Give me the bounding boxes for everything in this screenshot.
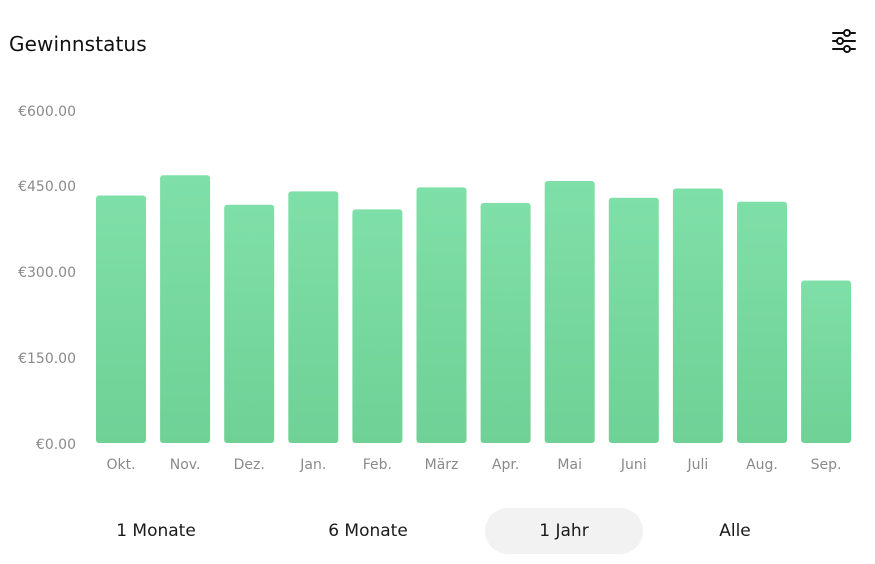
bars [96, 175, 852, 444]
bar-aug[interactable] [737, 201, 787, 443]
x-tick-label: Feb. [363, 457, 392, 473]
x-tick-label: Dez. [234, 457, 265, 473]
filter-button[interactable] [826, 24, 862, 58]
x-tick-label: Juni [620, 457, 647, 473]
range-option-alle[interactable]: Alle [656, 508, 814, 554]
x-axis: Okt. Nov. Dez. Jan. Feb. März Apr. Mai Juni Juli A… [106, 457, 841, 473]
y-tick-label: €0.00 [36, 437, 76, 453]
y-axis: €0.00 €150.00 €300.00 €450.00 €600.00 [18, 104, 76, 453]
x-tick-label: Sep. [811, 457, 842, 473]
x-tick-label: Apr. [492, 457, 519, 473]
x-tick-label: Jan. [299, 457, 326, 473]
sliders-icon [832, 29, 856, 53]
range-option-1-jahr[interactable]: 1 Jahr [485, 508, 643, 554]
x-tick-label: Okt. [106, 457, 135, 473]
y-tick-label: €450.00 [18, 179, 76, 195]
bar-juli[interactable] [672, 188, 723, 444]
bar-chart: €0.00 €150.00 €300.00 €450.00 €600.00 Okt. No… [18, 104, 852, 473]
bar-dez[interactable] [224, 204, 275, 443]
bar-juni[interactable] [608, 197, 659, 443]
bar-apr[interactable] [480, 203, 531, 443]
x-tick-label: Aug. [746, 457, 778, 473]
y-tick-label: €600.00 [18, 104, 76, 120]
bar-märz[interactable] [416, 187, 467, 443]
range-option-1-monate[interactable]: 1 Monate [77, 508, 235, 554]
x-tick-label: Juli [687, 457, 709, 473]
bar-sep[interactable] [801, 280, 852, 444]
y-tick-label: €300.00 [18, 265, 76, 281]
x-tick-label: Mai [557, 457, 582, 473]
range-option-6-monate[interactable]: 6 Monate [289, 508, 447, 554]
x-tick-label: März [425, 457, 459, 473]
bar-feb[interactable] [352, 209, 403, 443]
x-tick-label: Nov. [170, 457, 201, 473]
bar-nov[interactable] [160, 175, 211, 443]
chart-title: Gewinnstatus [9, 32, 147, 56]
time-range-selector: 1 Monate 6 Monate 1 Jahr Alle [0, 508, 875, 556]
y-tick-label: €150.00 [18, 351, 76, 367]
bar-okt[interactable] [96, 195, 146, 444]
bar-mai[interactable] [544, 181, 595, 443]
bar-jan[interactable] [288, 191, 339, 443]
